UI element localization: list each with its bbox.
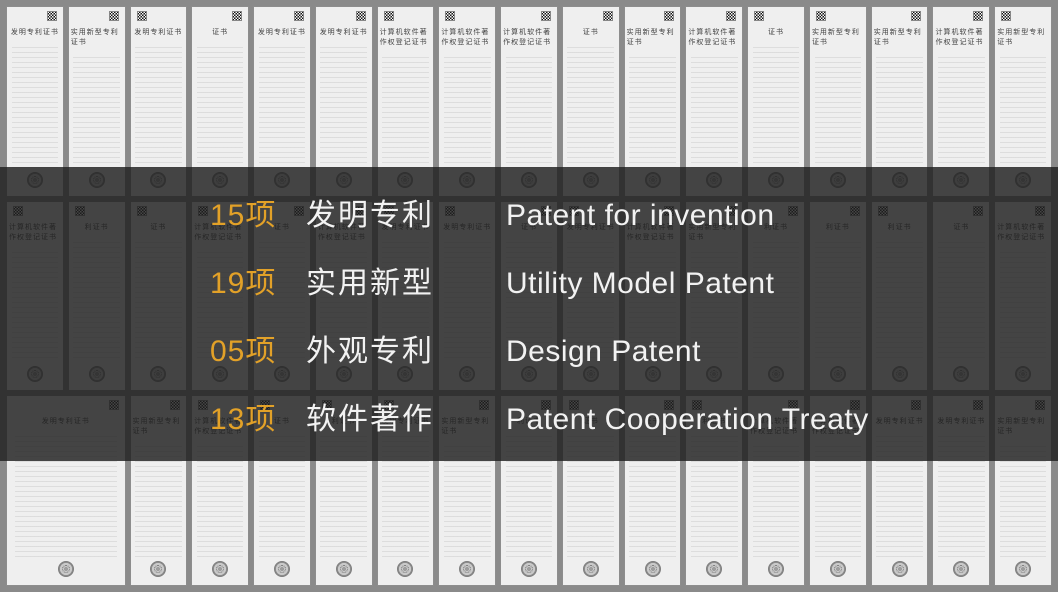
stat-en-label: Patent Cooperation Treaty bbox=[506, 403, 869, 437]
stat-cn-label: 发明专利 bbox=[306, 190, 506, 234]
stat-cn-label: 外观专利 bbox=[306, 326, 506, 370]
stat-en-label: Utility Model Patent bbox=[506, 267, 774, 301]
stats-overlay: 15项 发明专利 Patent for invention 19项 实用新型 U… bbox=[0, 167, 1058, 461]
stat-count: 05项 bbox=[210, 326, 306, 370]
stat-count: 15项 bbox=[210, 190, 306, 234]
stat-en-label: Patent for invention bbox=[506, 199, 775, 233]
stat-row: 15项 发明专利 Patent for invention bbox=[210, 190, 869, 234]
stat-row: 19项 实用新型 Utility Model Patent bbox=[210, 258, 869, 302]
stat-en-label: Design Patent bbox=[506, 335, 701, 369]
stat-cn-label: 实用新型 bbox=[306, 258, 506, 302]
stats-list: 15项 发明专利 Patent for invention 19项 实用新型 U… bbox=[210, 190, 869, 438]
stat-cn-label: 软件著作 bbox=[306, 394, 506, 438]
stat-count: 19项 bbox=[210, 258, 306, 302]
stat-row: 05项 外观专利 Design Patent bbox=[210, 326, 869, 370]
stat-count: 13项 bbox=[210, 394, 306, 438]
stat-row: 13项 软件著作 Patent Cooperation Treaty bbox=[210, 394, 869, 438]
